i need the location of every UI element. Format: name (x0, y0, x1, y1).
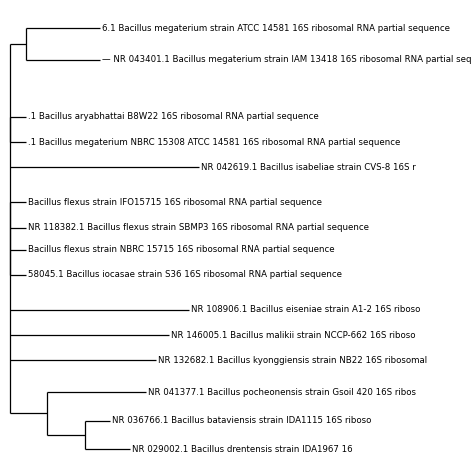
Text: NR 118382.1 Bacillus flexus strain SBMP3 16S ribosomal RNA partial sequence: NR 118382.1 Bacillus flexus strain SBMP3… (28, 223, 369, 232)
Text: 6.1 Bacillus megaterium strain ATCC 14581 16S ribosomal RNA partial sequence: 6.1 Bacillus megaterium strain ATCC 1458… (102, 24, 450, 33)
Text: — NR 043401.1 Bacillus megaterium strain IAM 13418 16S ribosomal RNA partial seq: — NR 043401.1 Bacillus megaterium strain… (102, 55, 471, 64)
Text: Bacillus flexus strain IFO15715 16S ribosomal RNA partial sequence: Bacillus flexus strain IFO15715 16S ribo… (28, 198, 322, 207)
Text: NR 029002.1 Bacillus drentensis strain IDA1967 16: NR 029002.1 Bacillus drentensis strain I… (131, 445, 352, 454)
Text: Bacillus flexus strain NBRC 15715 16S ribosomal RNA partial sequence: Bacillus flexus strain NBRC 15715 16S ri… (28, 245, 335, 254)
Text: NR 132682.1 Bacillus kyonggiensis strain NB22 16S ribosomal: NR 132682.1 Bacillus kyonggiensis strain… (158, 356, 427, 365)
Text: 58045.1 Bacillus iocasae strain S36 16S ribosomal RNA partial sequence: 58045.1 Bacillus iocasae strain S36 16S … (28, 271, 342, 280)
Text: NR 146005.1 Bacillus malikii strain NCCP-662 16S riboso: NR 146005.1 Bacillus malikii strain NCCP… (171, 331, 416, 339)
Text: .1 Bacillus aryabhattai B8W22 16S ribosomal RNA partial sequence: .1 Bacillus aryabhattai B8W22 16S riboso… (28, 112, 319, 121)
Text: NR 036766.1 Bacillus bataviensis strain IDA1115 16S riboso: NR 036766.1 Bacillus bataviensis strain … (112, 416, 371, 425)
Text: NR 042619.1 Bacillus isabeliae strain CVS-8 16S r: NR 042619.1 Bacillus isabeliae strain CV… (201, 163, 415, 172)
Text: .1 Bacillus megaterium NBRC 15308 ATCC 14581 16S ribosomal RNA partial sequence: .1 Bacillus megaterium NBRC 15308 ATCC 1… (28, 137, 400, 146)
Text: NR 108906.1 Bacillus eiseniae strain A1-2 16S riboso: NR 108906.1 Bacillus eiseniae strain A1-… (191, 305, 420, 314)
Text: NR 041377.1 Bacillus pocheonensis strain Gsoil 420 16S ribos: NR 041377.1 Bacillus pocheonensis strain… (148, 388, 416, 397)
